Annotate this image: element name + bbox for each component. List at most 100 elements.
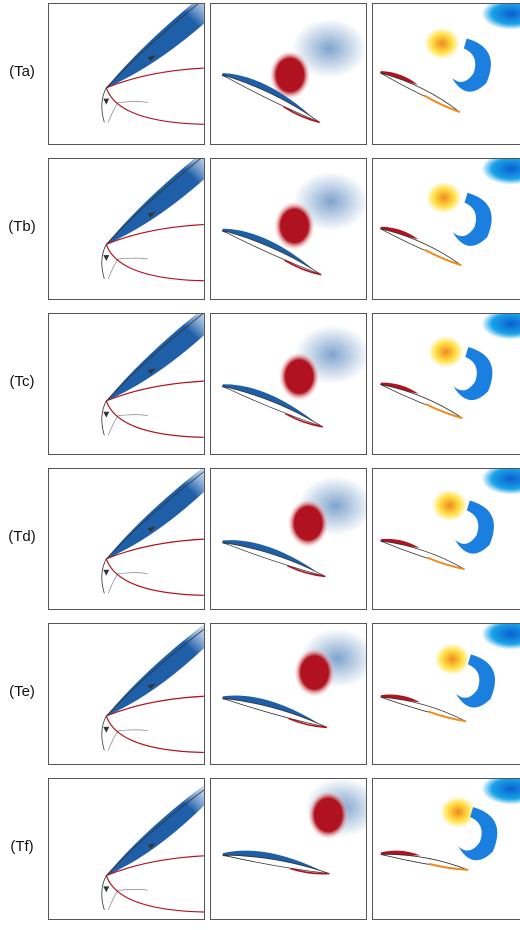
airfoil [222,541,326,577]
trailing-edge-shear [284,259,322,276]
blue-shear-layer [106,624,204,716]
blue-shear-layer [106,314,204,401]
red-edge-layer [380,382,419,394]
q-criterion-panel [372,623,520,765]
streamline-panel [48,778,205,920]
row-label: (Tc) [9,373,35,390]
yellow-structure [426,181,462,214]
yellow-structure [424,27,460,60]
arrow-head [103,569,110,576]
cyan-vortex [481,624,520,650]
streamline [105,789,204,876]
q-criterion-panel [372,3,520,145]
arrow-head [147,683,156,690]
arrow-head [103,98,110,105]
streamline-panel [48,623,205,765]
row-label: (Tb) [8,218,36,235]
upper-separatrix [106,380,204,402]
trailing-edge-shear [290,867,330,875]
upper-separatrix [106,855,204,877]
red-vortex [308,791,348,839]
trailing-edge-shear [283,105,320,124]
streamline [101,558,107,594]
red-vortex [279,352,319,401]
streamline [107,729,148,751]
trailing-edge-shear [285,412,323,428]
streamline [105,159,201,245]
arrow-head [103,255,110,262]
cyan-vortex-arc [458,807,498,861]
cyan-vortex-arc [451,38,491,92]
vorticity-panel [210,778,367,920]
airfoil [379,72,461,113]
streamline [107,101,148,123]
red-vortex [294,648,335,697]
airfoil [222,385,323,428]
upper-blue-vortex [291,18,366,78]
vorticity-panel [210,623,367,765]
red-vortex [288,499,328,548]
trailing-edge-layer [424,248,462,267]
streamline-panel [48,468,205,610]
red-vortex [274,202,315,250]
trailing-edge-layer [428,862,469,871]
airfoil [380,540,465,570]
streamline [107,572,148,594]
upper-separatrix [106,67,204,89]
streamline [105,471,204,560]
streamline [101,715,107,751]
lower-separatrix [105,400,204,438]
cyan-vortex [481,469,520,495]
red-edge-layer [380,71,419,85]
arrow-head [147,55,156,62]
airfoil [380,853,469,871]
yellow-structure [440,796,476,828]
streamline [107,414,148,436]
blue-shear-layer [106,159,204,245]
cyan-vortex [481,314,520,340]
upper-separatrix [106,695,204,717]
upper-separatrix [106,223,204,245]
arrow-head [147,526,156,533]
q-criterion-panel [372,313,520,455]
red-edge-layer [380,538,420,548]
streamline [107,889,148,911]
streamline [101,875,107,911]
cyan-vortex-arc [456,654,496,708]
streamline-panel [48,158,205,300]
arrow-head [147,843,156,849]
cyan-vortex-arc [455,500,494,554]
arrow-head [103,411,110,418]
q-criterion-panel [372,468,520,610]
lower-separatrix [105,244,204,282]
lower-separatrix [105,87,204,125]
arrow-head [147,368,156,375]
q-criterion-panel [372,778,520,920]
streamline [101,244,107,279]
red-edge-layer [380,694,420,703]
upper-separatrix [106,538,204,560]
cyan-vortex [481,779,520,805]
airfoil [222,697,328,728]
trailing-edge-shear [288,717,327,729]
row-label: (Te) [9,683,35,700]
row-label: (Td) [8,528,36,545]
blue-shear-layer [106,4,204,88]
cyan-vortex [481,159,520,185]
streamline-panel [48,3,205,145]
q-criterion-panel [372,158,520,300]
red-vortex [270,51,310,99]
airfoil [222,854,330,875]
vorticity-panel [210,158,367,300]
streamline [105,628,204,717]
trailing-edge-layer [427,710,467,723]
streamline-panel [48,313,205,455]
yellow-structure [428,336,464,368]
row-label: (Ta) [9,63,35,80]
yellow-structure [434,643,471,676]
trailing-edge-layer [425,403,463,420]
lower-separatrix [105,558,204,596]
arrow-head [103,726,110,733]
trailing-edge-layer [423,94,461,113]
airfoil [380,228,462,266]
